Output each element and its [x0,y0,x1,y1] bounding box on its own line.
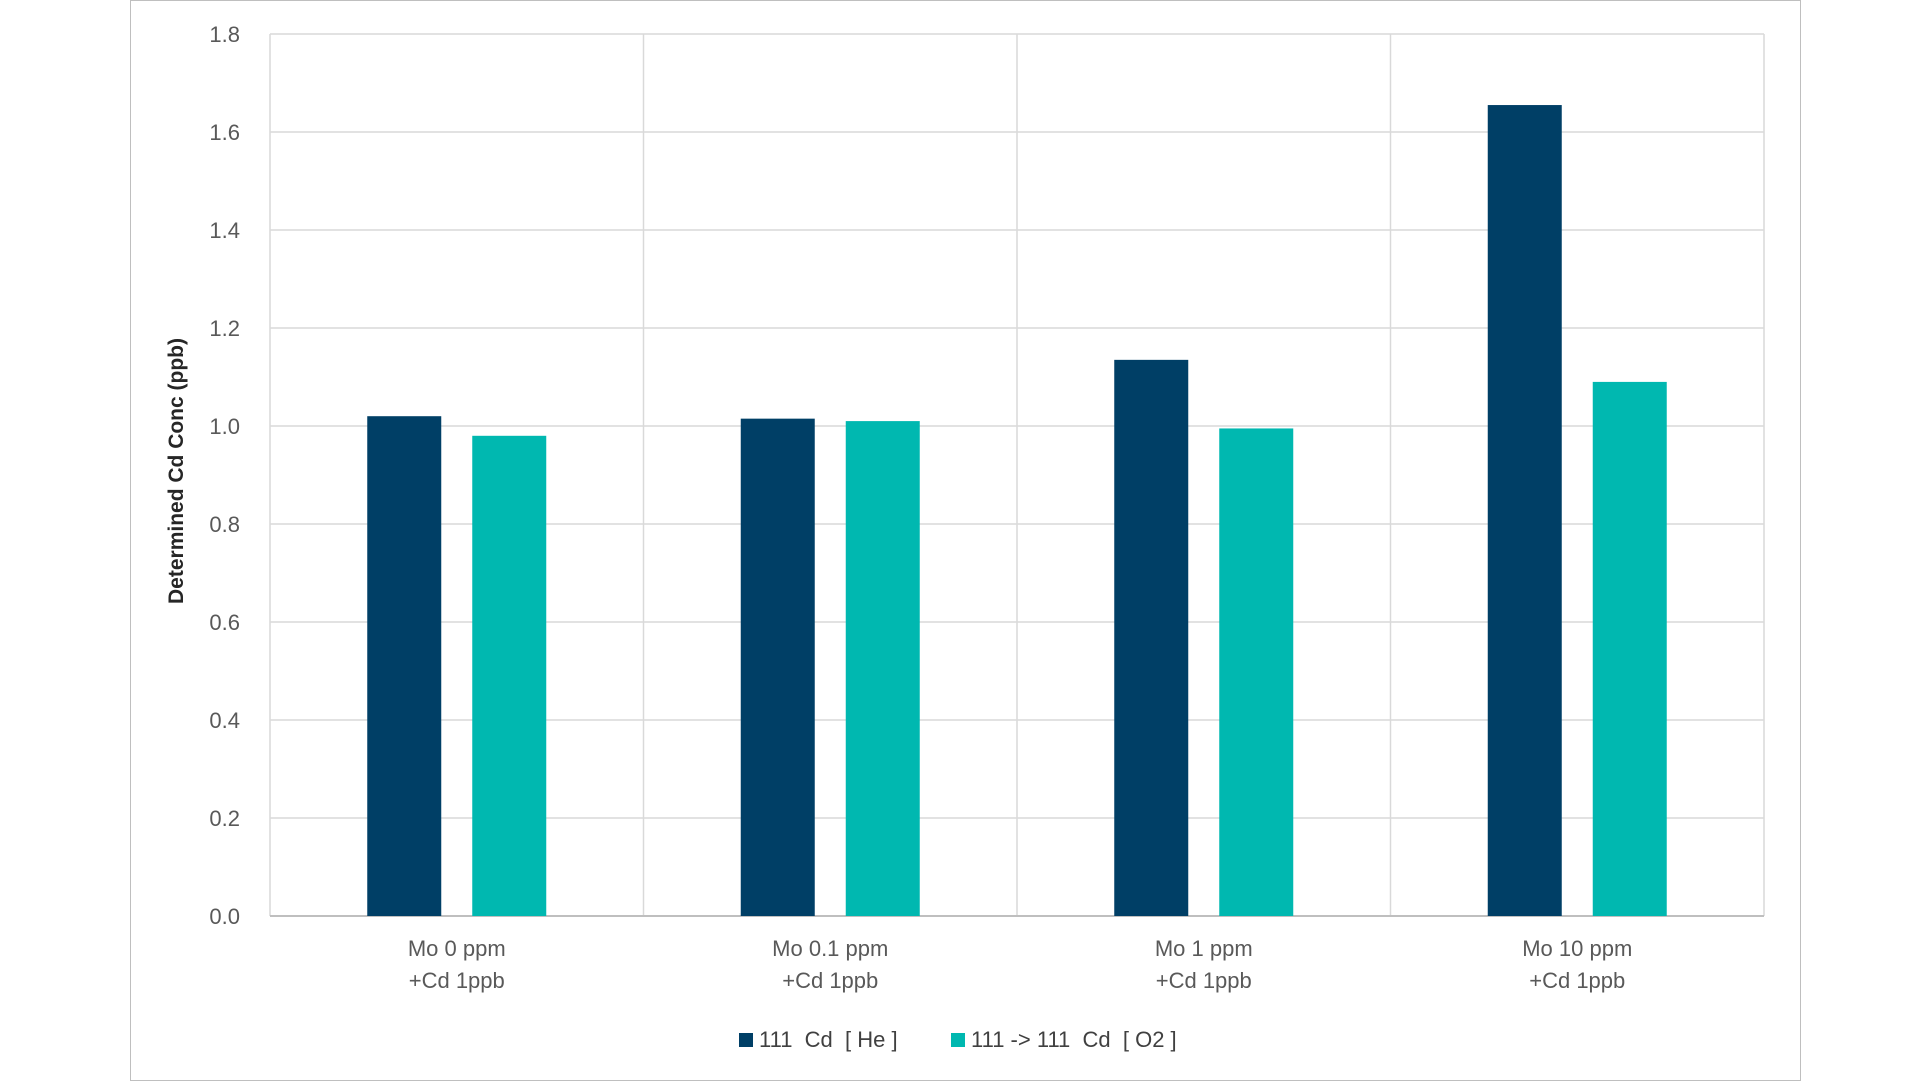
bars [367,105,1667,917]
legend-swatch [739,1033,753,1047]
y-tick-label: 1.8 [209,22,240,47]
y-tick-label: 0.8 [209,512,240,537]
bar-he-0 [367,416,442,916]
y-tick-label: 1.4 [209,218,240,243]
bar-o2-1 [845,421,920,916]
bar-he-1 [740,418,815,916]
x-category-label: +Cd 1ppb [409,968,505,993]
legend-label: 111 Cd [ He ] [759,1027,898,1052]
y-tick-labels: 0.0 0.2 0.4 0.6 0.8 1.0 1.2 1.4 1.6 1.8 [209,22,240,929]
x-category-label: +Cd 1ppb [1529,968,1625,993]
gridlines [269,33,1765,917]
legend: 111 Cd [ He ] 111 -> 111 Cd [ O2 ] [739,1027,1177,1052]
x-category-label: Mo 0.1 ppm [772,936,888,961]
bar-he-3 [1487,105,1562,917]
y-tick-label: 0.6 [209,610,240,635]
y-axis-title: Determined Cd Conc (ppb) [165,338,188,604]
x-category-label: Mo 0 ppm [408,936,506,961]
y-tick-label: 0.2 [209,806,240,831]
y-tick-label: 0.4 [209,708,240,733]
bar-o2-0 [472,435,547,916]
x-category-labels: Mo 0 ppm +Cd 1ppb Mo 0.1 ppm +Cd 1ppb Mo 1 p… [408,936,1632,993]
chart-frame: 0.0 0.2 0.4 0.6 0.8 1.0 1.2 1.4 1.6 1.8 Mo 0 ppm +… [130,0,1801,1081]
x-category-label: +Cd 1ppb [1156,968,1252,993]
y-tick-label: 1.2 [209,316,240,341]
bar-o2-2 [1219,428,1294,916]
x-category-label: Mo 1 ppm [1155,936,1253,961]
legend-label: 111 -> 111 Cd [ O2 ] [971,1027,1177,1052]
bar-he-2 [1114,359,1189,917]
x-category-label: Mo 10 ppm [1522,936,1632,961]
y-tick-label: 1.0 [209,414,240,439]
x-category-label: +Cd 1ppb [782,968,878,993]
legend-swatch [951,1033,965,1047]
bar-o2-3 [1592,381,1667,916]
y-tick-label: 0.0 [209,904,240,929]
bar-chart: 0.0 0.2 0.4 0.6 0.8 1.0 1.2 1.4 1.6 1.8 Mo 0 ppm +… [165,22,1765,1052]
y-tick-label: 1.6 [209,120,240,145]
